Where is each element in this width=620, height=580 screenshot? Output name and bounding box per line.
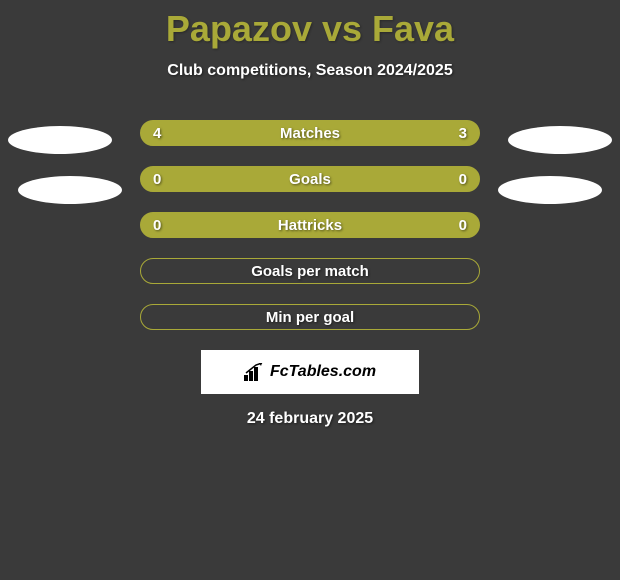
stat-left-value: 0 — [153, 217, 161, 234]
stat-left-value: 0 — [153, 171, 161, 188]
stat-label: Goals per match — [141, 263, 479, 280]
stat-row-matches: 4 Matches 3 — [140, 120, 480, 146]
stat-row-min-per-goal: Min per goal — [140, 304, 480, 330]
stat-label: Matches — [141, 125, 479, 142]
stat-label: Goals — [141, 171, 479, 188]
page-title: Papazov vs Fava — [0, 0, 620, 50]
subtitle: Club competitions, Season 2024/2025 — [0, 62, 620, 80]
date-text: 24 february 2025 — [0, 410, 620, 428]
stat-left-value: 4 — [153, 125, 161, 142]
stat-right-value: 0 — [459, 171, 467, 188]
stat-row-hattricks: 0 Hattricks 0 — [140, 212, 480, 238]
stat-row-goals: 0 Goals 0 — [140, 166, 480, 192]
stats-container: 4 Matches 3 0 Goals 0 0 Hattricks 0 Goal… — [0, 120, 620, 330]
stat-right-value: 3 — [459, 125, 467, 142]
logo-box[interactable]: FcTables.com — [201, 350, 419, 394]
stat-label: Hattricks — [141, 217, 479, 234]
stat-row-goals-per-match: Goals per match — [140, 258, 480, 284]
chart-icon — [244, 363, 266, 381]
stat-right-value: 0 — [459, 217, 467, 234]
stat-label: Min per goal — [141, 309, 479, 326]
logo-text: FcTables.com — [270, 363, 376, 381]
